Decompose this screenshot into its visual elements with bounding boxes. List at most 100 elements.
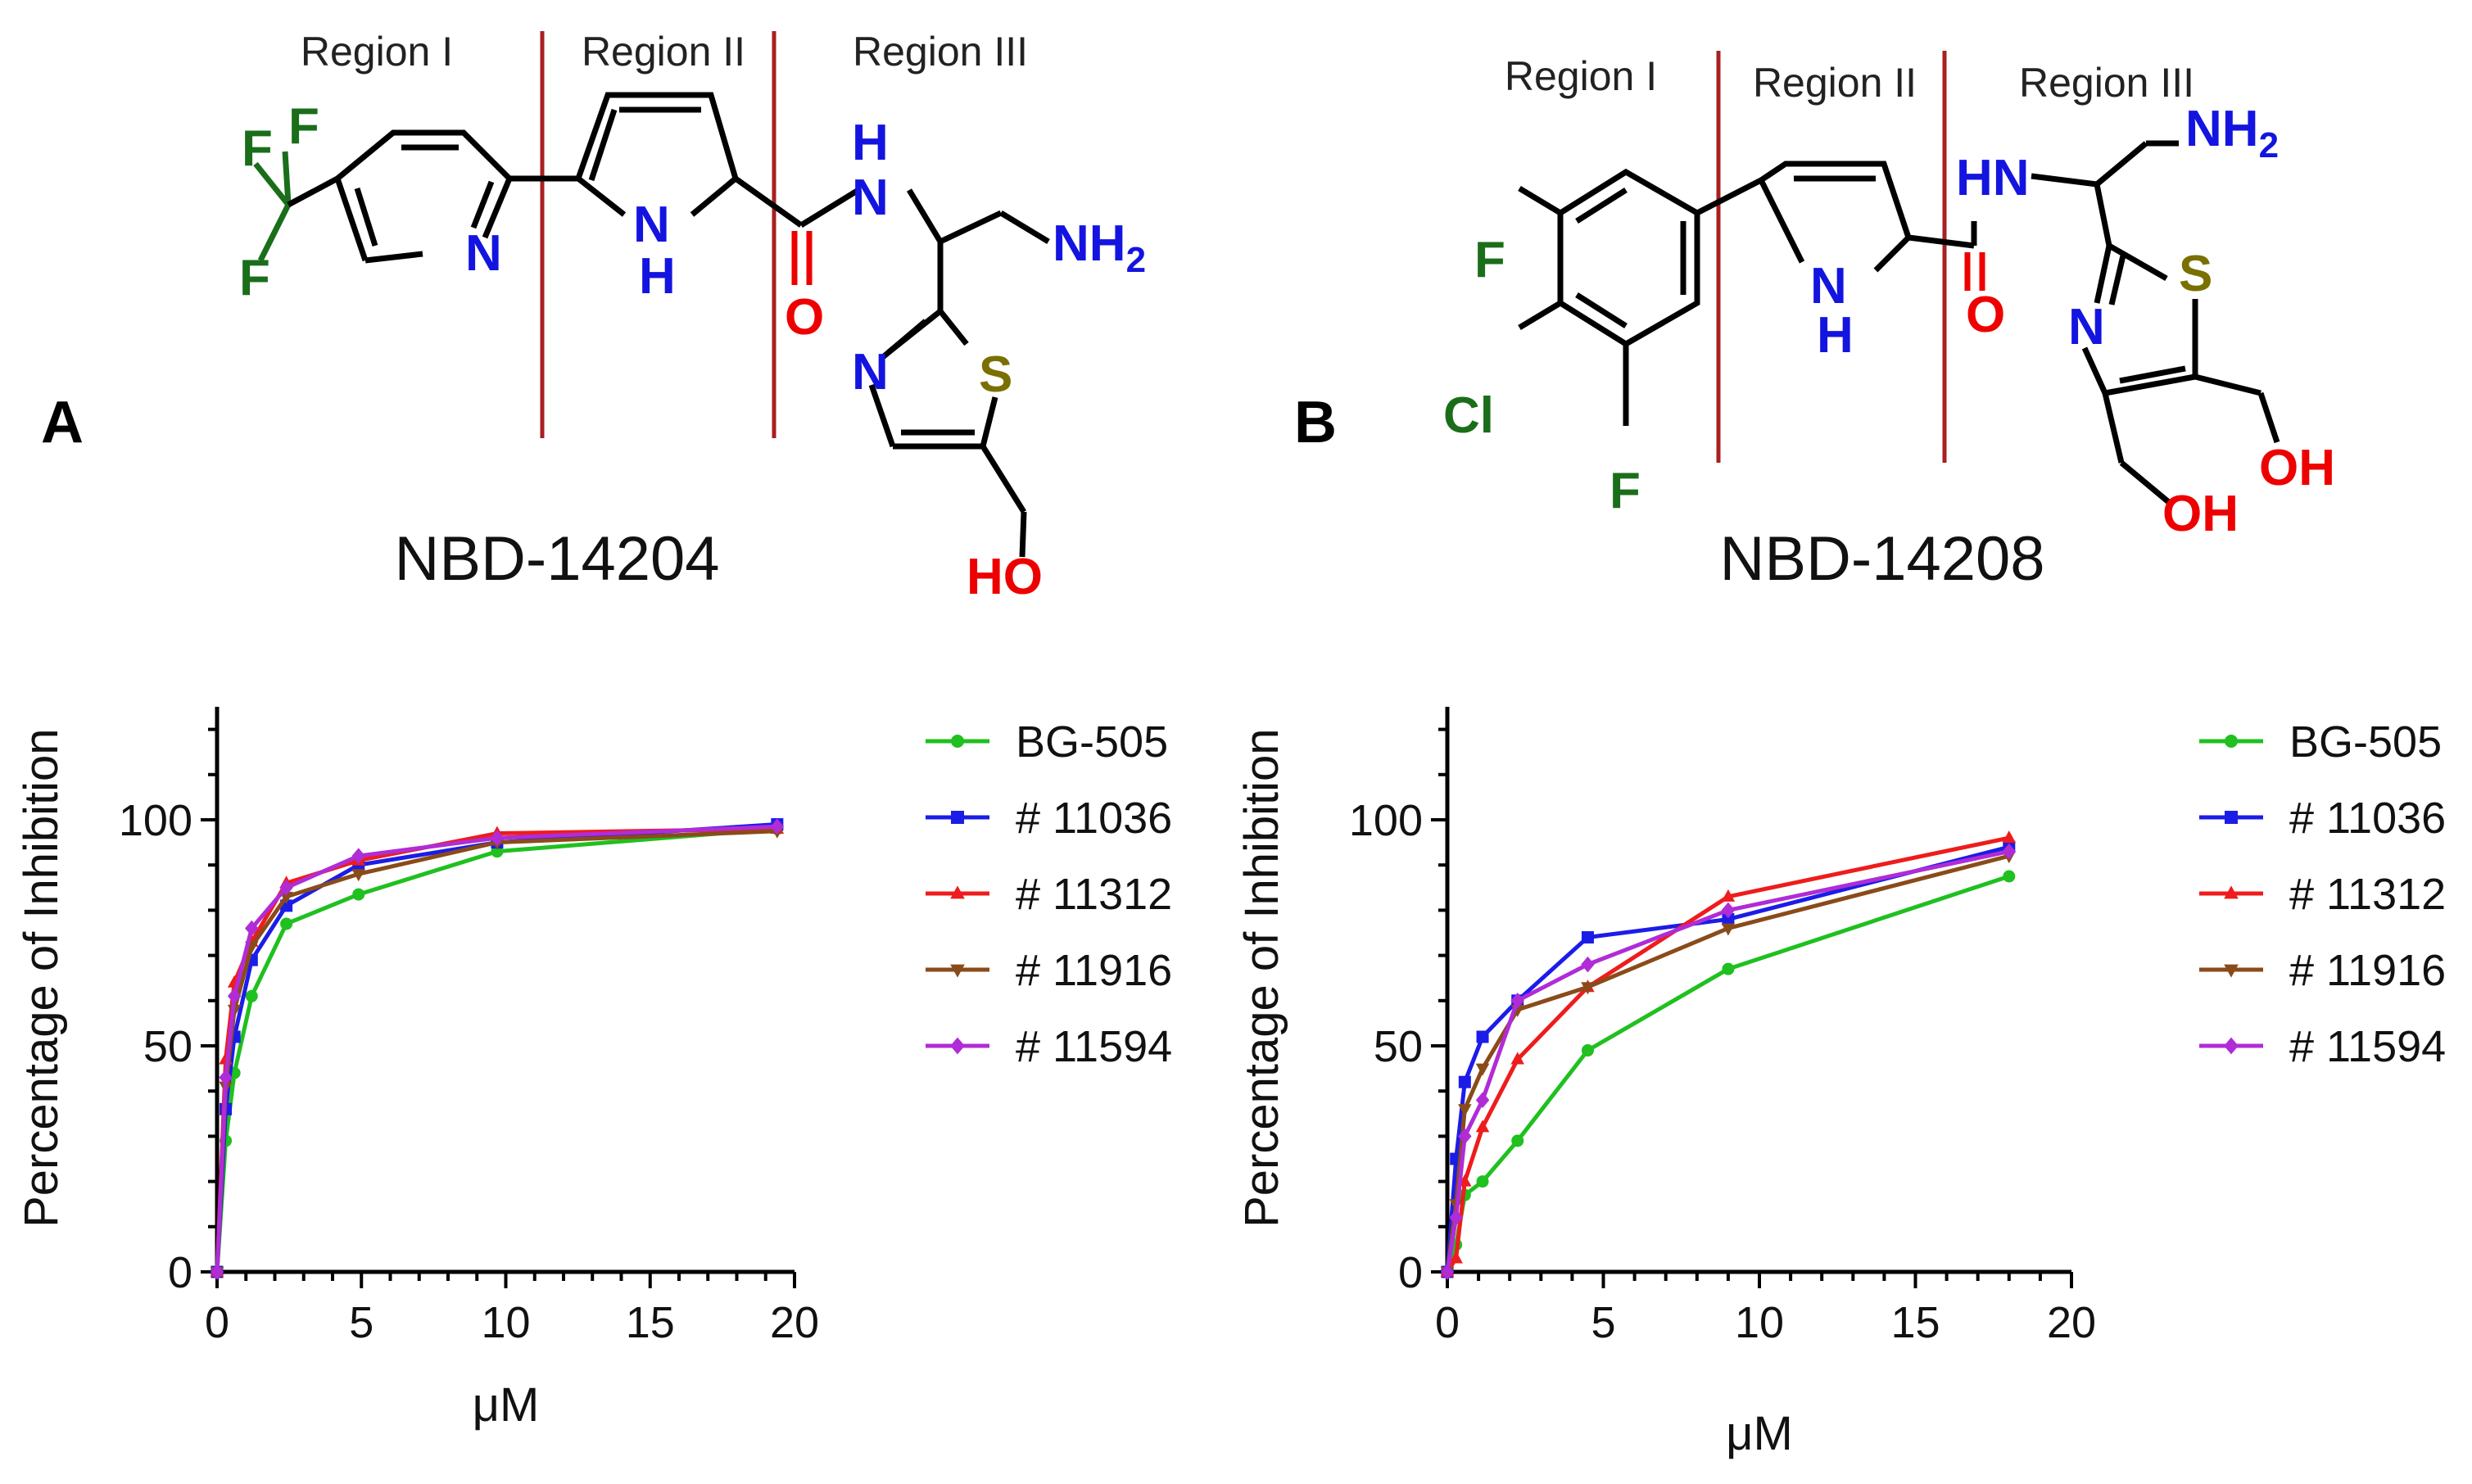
legend-marker: [2224, 1037, 2239, 1055]
nitrogen-atom: N: [1810, 258, 1847, 314]
series-line: [1445, 844, 2010, 1273]
legend-marker: [951, 735, 964, 748]
data-point: [1475, 1092, 1490, 1108]
data-point: [1475, 1063, 1490, 1076]
structure-b: Region I Region II Region III F Cl F N: [1294, 51, 2335, 594]
carbonyl-bond: [1964, 252, 1985, 291]
data-point: [1440, 1264, 1455, 1280]
legend-entry: BG-505: [1016, 717, 1168, 767]
data-point: [219, 1069, 233, 1086]
data-point: [1476, 1030, 1489, 1043]
y-axis-label: Percentage of Inhibition: [1235, 728, 1288, 1227]
region-ii-label-b: Region II: [1753, 60, 1917, 106]
pyridine-ring: [334, 129, 513, 264]
chart-b: 0 50 100 0 5 10 15 20 μM Percentage of Inhibition…: [1235, 707, 2446, 1460]
fluorine-atom: F: [242, 120, 273, 177]
hydroxyl-group: HO: [967, 549, 1043, 605]
panel-letter-a: A: [41, 390, 84, 455]
series-line: [1445, 849, 2010, 1273]
chart-a: 0 50 100 0 5 10 15 20 μM Percentage of Inhibition…: [15, 707, 1172, 1432]
data-point: [2002, 830, 2017, 844]
nitrogen-atom: N: [465, 225, 502, 282]
data-point: [1581, 931, 1594, 944]
data-point: [1722, 962, 1735, 975]
legend-entry: # 11312: [2289, 870, 2446, 919]
data-point: [1721, 923, 1736, 936]
data-point: [1581, 956, 1595, 973]
x-tick-label: 10: [481, 1298, 530, 1347]
data-point: [245, 989, 258, 1002]
legend-marker: [2224, 885, 2239, 899]
y-tick-label: 0: [168, 1248, 192, 1297]
thiazole-ring: [2081, 242, 2280, 506]
x-tick-label: 15: [626, 1298, 675, 1347]
legend-entry: # 11036: [1016, 794, 1172, 843]
fluorine-atom: F: [1474, 232, 1505, 288]
y-tick-label: 50: [143, 1022, 192, 1071]
sulfur-atom: S: [979, 346, 1012, 403]
oxygen-atom: O: [785, 289, 824, 346]
panel-letter-b: B: [1294, 390, 1337, 455]
compound-name-b: NBD-14208: [1719, 524, 2044, 594]
bond: [287, 175, 339, 208]
data-point: [2003, 870, 2016, 883]
data-point: [279, 880, 293, 896]
legend-entry: # 11594: [1016, 1022, 1172, 1071]
x-tick-label: 0: [1435, 1298, 1460, 1347]
side-chain-bonds: [2031, 140, 2179, 247]
data-point: [210, 1264, 224, 1280]
hydroxyl-group: OH: [2162, 486, 2239, 542]
hydroxyl-group: OH: [2259, 440, 2335, 496]
data-point: [1475, 1120, 1490, 1133]
data-point: [1722, 912, 1735, 925]
series-line: [1445, 835, 2010, 1274]
fluorine-atom: F: [239, 250, 270, 306]
x-tick-label: 0: [205, 1298, 229, 1347]
legend-marker: [2225, 811, 2238, 824]
amine-group: NH2: [1053, 215, 1146, 280]
bond: [881, 319, 928, 360]
y-axis-label: Percentage of Inhibition: [15, 728, 68, 1227]
data-point: [1476, 1175, 1489, 1188]
y-tick-label: 50: [1374, 1022, 1423, 1071]
nitrogen-atom: N: [633, 197, 670, 253]
data-point: [770, 818, 785, 835]
bond: [2108, 255, 2126, 305]
legend-entry: # 11916: [1016, 946, 1172, 995]
amide-nh: HN: [1956, 150, 2030, 206]
benzene-ring: [1518, 168, 1763, 426]
x-axis-label: μM: [1726, 1407, 1793, 1460]
x-tick-label: 20: [770, 1298, 819, 1347]
x-tick-label: 20: [2047, 1298, 2096, 1347]
x-tick-label: 5: [1591, 1298, 1615, 1347]
amide-bonds: [733, 176, 1050, 311]
x-tick-label: 15: [1890, 1298, 1940, 1347]
chlorine-atom: Cl: [1443, 387, 1494, 444]
legend-marker: [950, 964, 965, 978]
legend-entry: # 11916: [2289, 946, 2446, 995]
data-point: [1581, 982, 1595, 995]
legend-marker: [2225, 735, 2238, 748]
hydrogen-atom: H: [852, 115, 889, 171]
y-tick-label: 0: [1398, 1248, 1423, 1297]
nitrogen-atom: N: [852, 170, 889, 226]
data-point: [1510, 993, 1524, 1009]
region-i-label-a: Region I: [301, 29, 453, 75]
data-point: [351, 869, 365, 882]
x-axis-label: μM: [473, 1378, 540, 1432]
legend-entry: # 11594: [2289, 1022, 2446, 1071]
series-line: [215, 824, 777, 1273]
data-point: [1449, 1210, 1463, 1226]
carbonyl-bond: [791, 231, 813, 285]
data-point: [1581, 1044, 1594, 1057]
sulfur-atom: S: [2179, 246, 2212, 302]
x-tick-label: 5: [349, 1298, 374, 1347]
region-iii-label-b: Region III: [2019, 60, 2194, 106]
pyrrole-ring: [1758, 161, 1975, 273]
hydrogen-atom: H: [639, 248, 676, 305]
data-point: [280, 917, 293, 930]
data-point: [1721, 889, 1736, 902]
oxygen-atom: O: [1966, 287, 2005, 343]
